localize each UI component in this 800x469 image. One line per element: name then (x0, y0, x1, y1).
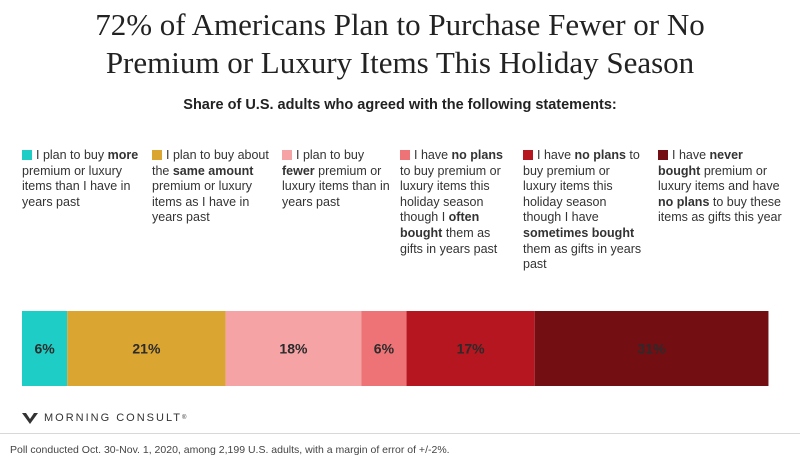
footer-divider (0, 433, 800, 434)
data-label-more: 6% (35, 341, 56, 357)
legend-item-more: I plan to buy more premium or luxury ite… (22, 148, 140, 210)
chart-title-line-2: Premium or Luxury Items This Holiday Sea… (105, 45, 695, 80)
legend-swatch (658, 150, 668, 160)
legend-text: fewer (282, 163, 315, 178)
bar-segment-no-plans-sometimes (406, 311, 535, 386)
legend-text: to buy premium or luxury items this holi… (523, 148, 640, 225)
legend-swatch (523, 150, 533, 160)
legend-text: to buy these items as gifts this year (658, 194, 782, 225)
stacked-bar-chart: 6% 21% 18% 6% 17% 31% (22, 311, 769, 386)
chart-title: 72% of Americans Plan to Purchase Fewer … (0, 6, 800, 82)
legend-text: them as gifts in years past (400, 225, 498, 256)
legend-text: them as gifts in years past (523, 241, 642, 272)
legend-text: premium or luxury items than in years pa… (282, 163, 390, 209)
brand-name: MORNING CONSULT (44, 412, 182, 424)
legend-swatch (400, 150, 410, 160)
legend-text: premium or luxury items as I have in yea… (152, 179, 253, 225)
brand-logo: MORNING CONSULT ® (22, 412, 186, 424)
legend-text: to buy premium or luxury items this holi… (400, 163, 501, 225)
bar-segment-same (67, 311, 226, 386)
legend: I plan to buy more premium or luxury ite… (0, 148, 800, 298)
legend-text: I plan to buy (296, 148, 365, 162)
data-label-no-plans-sometimes: 17% (457, 341, 486, 357)
legend-text: no plans (574, 148, 626, 162)
data-label-same: 21% (132, 341, 161, 357)
legend-text: I plan to buy about the (152, 148, 269, 178)
legend-text: premium or luxury items and have (658, 163, 780, 194)
legend-swatch (22, 150, 32, 160)
legend-swatch (152, 150, 162, 160)
legend-text: sometimes bought (523, 225, 635, 240)
bar-segment-fewer (225, 311, 362, 386)
legend-item-no-plans-often: I have no plans to buy premium or luxury… (400, 148, 512, 257)
legend-text: I plan to buy (36, 148, 108, 162)
legend-text: premium or luxury items than I have in y… (22, 163, 131, 209)
data-label-no-plans-often: 6% (374, 341, 395, 357)
legend-item-fewer: I plan to buy fewer premium or luxury it… (282, 148, 392, 210)
bar-segment-more (22, 311, 68, 386)
legend-item-same: I plan to buy about the same amount prem… (152, 148, 270, 226)
legend-text: same amount (172, 163, 254, 178)
legend-item-never: I have never bought premium or luxury it… (658, 148, 783, 226)
bar-segment-never (534, 311, 769, 386)
legend-swatch (282, 150, 292, 160)
legend-text: often bought (400, 210, 480, 240)
data-label-never: 31% (638, 341, 667, 357)
bar-segment-no-plans-often (361, 311, 407, 386)
morning-consult-logo-icon (22, 412, 38, 424)
legend-text: no plans (658, 194, 710, 209)
legend-text: more (107, 148, 139, 162)
data-label-fewer: 18% (279, 341, 308, 357)
legend-text: no plans (451, 148, 503, 162)
legend-text: I have (414, 148, 452, 162)
footnote: Poll conducted Oct. 30-Nov. 1, 2020, amo… (10, 444, 450, 456)
chart-title-line-1: 72% of Americans Plan to Purchase Fewer … (95, 7, 705, 42)
legend-text: I have (672, 148, 710, 162)
legend-item-no-plans-sometimes: I have no plans to buy premium or luxury… (523, 148, 645, 273)
legend-text: never bought (658, 148, 743, 178)
legend-text: I have (537, 148, 575, 162)
chart-subtitle: Share of U.S. adults who agreed with the… (183, 97, 617, 113)
